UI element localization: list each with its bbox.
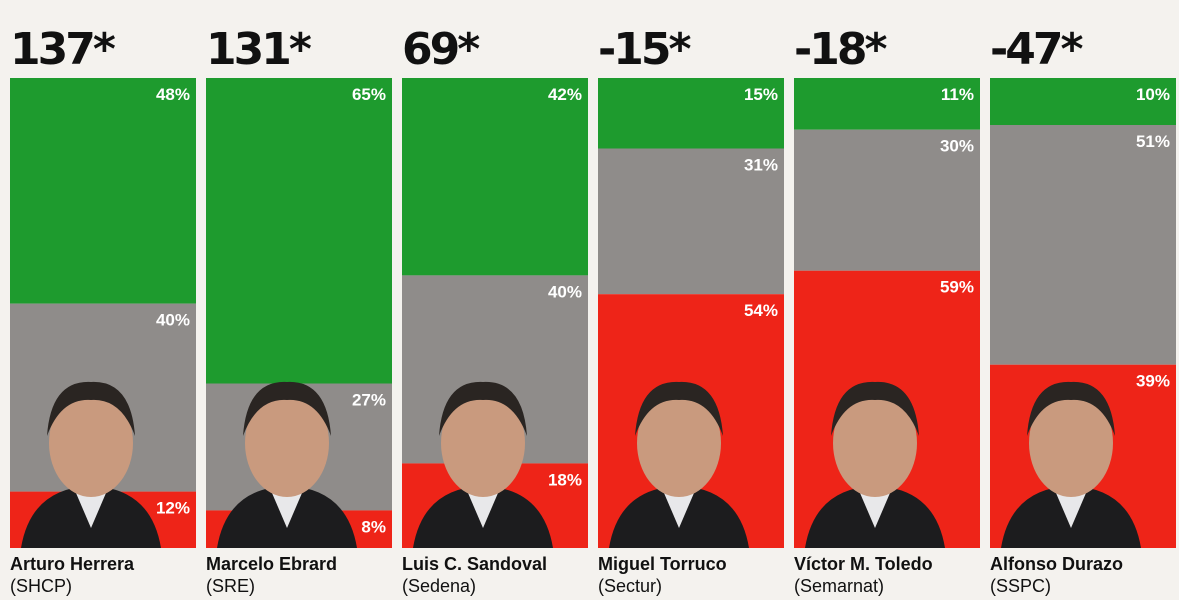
agency: (SSPC) [990,576,1051,596]
chart: 48% 40% 12% 137* Arturo Herrera(SHCP) 65% 27% 8… [0,0,1179,600]
data-label: 40% [156,311,190,330]
data-label: 15% [744,85,778,104]
net-score: 131* [206,24,312,75]
data-label: 18% [548,470,582,489]
data-label: 11% [941,85,974,104]
name: Arturo Herrera [10,554,135,574]
agency: (Sectur) [598,576,662,596]
bar-segment [402,78,588,275]
net-score: -18* [794,24,887,75]
data-label: 40% [548,282,582,301]
data-label: 30% [940,137,974,156]
data-label: 12% [156,499,190,518]
agency: (Sedena) [402,576,476,596]
bar-segment [206,78,392,384]
data-label: 27% [352,391,386,410]
data-label: 42% [548,85,582,104]
data-label: 39% [1136,372,1170,391]
data-label: 8% [361,517,386,536]
data-label: 59% [940,278,974,297]
data-label: 54% [744,301,778,320]
agency: (SHCP) [10,576,72,596]
net-score: -15* [598,24,691,75]
bar-segment [10,78,196,304]
name: Miguel Torruco [598,554,727,574]
data-label: 48% [156,85,190,104]
net-score: 137* [10,24,116,75]
name: Marcelo Ebrard [206,554,337,574]
net-score: 69* [402,24,480,75]
data-label: 51% [1136,132,1170,151]
net-score: -47* [990,24,1083,75]
data-label: 65% [352,85,386,104]
agency: (SRE) [206,576,255,596]
agency: (Semarnat) [794,576,884,596]
name: Víctor M. Toledo [794,554,933,574]
name: Alfonso Durazo [990,554,1123,574]
bar-segment [990,125,1176,365]
name: Luis C. Sandoval [402,554,547,574]
data-label: 31% [744,156,778,175]
data-label: 10% [1136,85,1170,104]
